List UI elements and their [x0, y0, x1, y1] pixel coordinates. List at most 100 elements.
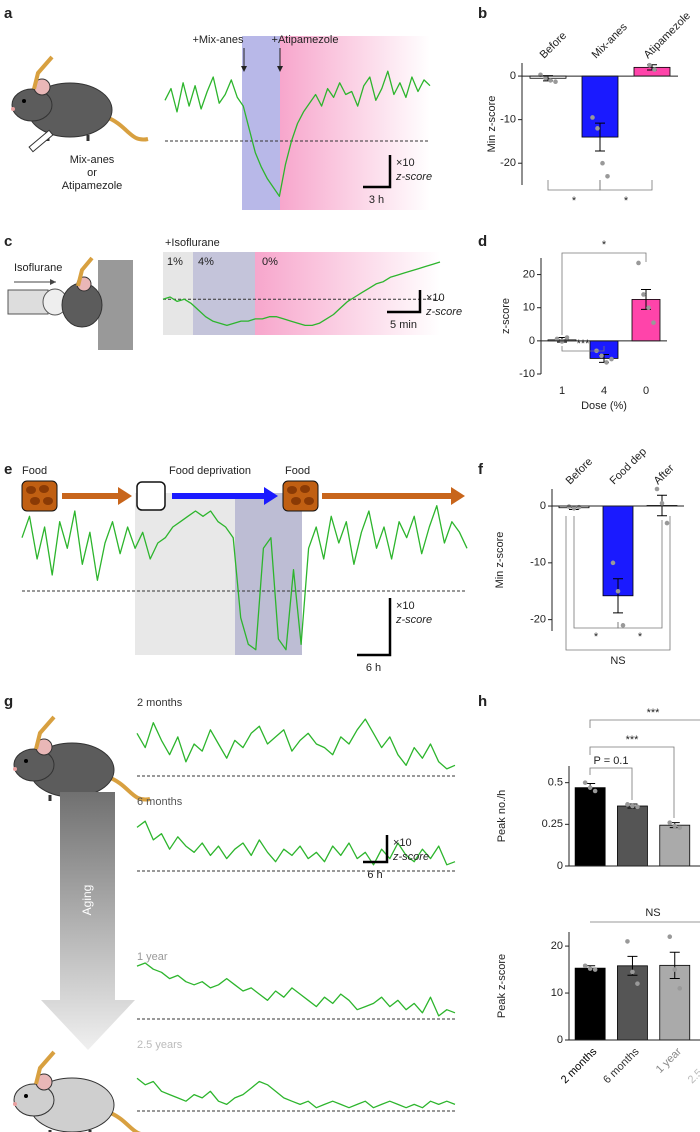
annotation-arrows [241, 48, 283, 72]
annotation: Food [22, 465, 47, 477]
y-tick-label: 0.25 [542, 818, 563, 830]
annotation: Food deprivation [169, 465, 251, 477]
scale-unit-label: z-score [395, 614, 432, 626]
significance-label: *** [647, 707, 661, 719]
drug-label: or [87, 167, 97, 179]
scale-bar [363, 835, 389, 864]
data-point [654, 486, 660, 492]
data-point [677, 825, 683, 830]
food-icons [304, 497, 314, 505]
panel-letter: d [478, 233, 487, 250]
region-shading [255, 252, 440, 335]
food-icons [21, 480, 465, 512]
scale-bar [387, 290, 422, 314]
significance-bracket [547, 180, 601, 191]
illustrations [7, 289, 49, 315]
scale-unit-label: z-score [395, 171, 432, 183]
x-tick-label: 1 year [654, 1045, 684, 1075]
significance-label: * [602, 239, 607, 251]
trace-line [136, 820, 456, 866]
illustrations [28, 129, 54, 153]
data-point [548, 78, 553, 83]
data-point [672, 967, 678, 972]
bar [574, 967, 606, 1041]
data-point [667, 820, 673, 825]
y-tick-label: 0 [510, 70, 516, 82]
data-point [625, 939, 630, 944]
y-axis-label: Peak z-score [496, 954, 508, 1018]
y-axis-label: Min z-score [486, 96, 498, 153]
significance-label: * [638, 631, 643, 643]
annotation: Food [285, 465, 310, 477]
trace-line [136, 1077, 456, 1109]
significance-bracket [589, 767, 633, 800]
illustrations [11, 1050, 152, 1132]
data-point [554, 336, 560, 342]
y-tick-label: -20 [530, 614, 546, 626]
error-bar [669, 951, 680, 979]
significance-bracket [561, 252, 647, 335]
y-tick-label: -10 [500, 114, 516, 126]
legend-label: 6 months [137, 796, 183, 808]
trace-line [136, 962, 456, 1017]
data-point [571, 506, 577, 511]
y-tick-label: 0.5 [548, 777, 563, 789]
panel-letter: b [478, 5, 487, 22]
data-point [559, 339, 565, 344]
data-point [677, 986, 683, 991]
significance-bracket [599, 180, 653, 191]
trace-line [162, 261, 441, 327]
data-point [635, 981, 640, 986]
data-point [587, 966, 593, 971]
y-tick-label: 0 [557, 860, 563, 872]
data-point [582, 963, 588, 969]
data-point [587, 785, 593, 790]
x-tick-label: Before [538, 30, 569, 61]
x-tick-label: 4 [601, 385, 607, 397]
data-point [630, 969, 635, 975]
bar [617, 805, 648, 867]
data-point [600, 160, 605, 166]
region-label: 1% [167, 256, 183, 268]
y-tick-label: -20 [500, 157, 516, 169]
y-axis-label: Peak no./h [496, 790, 508, 843]
panel-letter: f [478, 461, 484, 478]
food-icons [26, 486, 36, 494]
data-point [610, 560, 616, 566]
data-point [604, 360, 609, 365]
scale-y-label: ×10 [396, 600, 415, 612]
data-point [647, 62, 652, 68]
bar [617, 965, 648, 1041]
illustrations [9, 55, 150, 143]
bar [574, 787, 606, 867]
y-tick-label: 10 [523, 302, 535, 314]
region-shading [242, 36, 280, 210]
region-shading [163, 252, 193, 335]
illustrations [76, 256, 94, 287]
significance-bracket [617, 520, 663, 629]
panel-letter: c [4, 233, 12, 250]
significance-label: * [594, 631, 599, 643]
panel-letter: g [4, 693, 13, 710]
panel-letter: h [478, 693, 487, 710]
x-axis-label: Dose (%) [581, 400, 627, 412]
food-icons [291, 497, 301, 505]
y-tick-label: 0 [540, 500, 546, 512]
scale-bar [363, 155, 392, 189]
data-point [659, 500, 665, 506]
y-axis-label: Min z-score [494, 532, 506, 589]
food-icons [39, 485, 49, 493]
data-point [553, 79, 558, 85]
significance-bracket [589, 719, 700, 728]
significance-bracket [565, 516, 671, 651]
data-point [625, 802, 630, 807]
data-point [651, 320, 656, 325]
data-point [615, 588, 621, 594]
food-icons [43, 497, 53, 505]
illustrations [50, 279, 56, 285]
significance-label: * [572, 195, 577, 207]
region-shading [135, 493, 235, 655]
scale-x-label: 6 h [367, 869, 382, 881]
